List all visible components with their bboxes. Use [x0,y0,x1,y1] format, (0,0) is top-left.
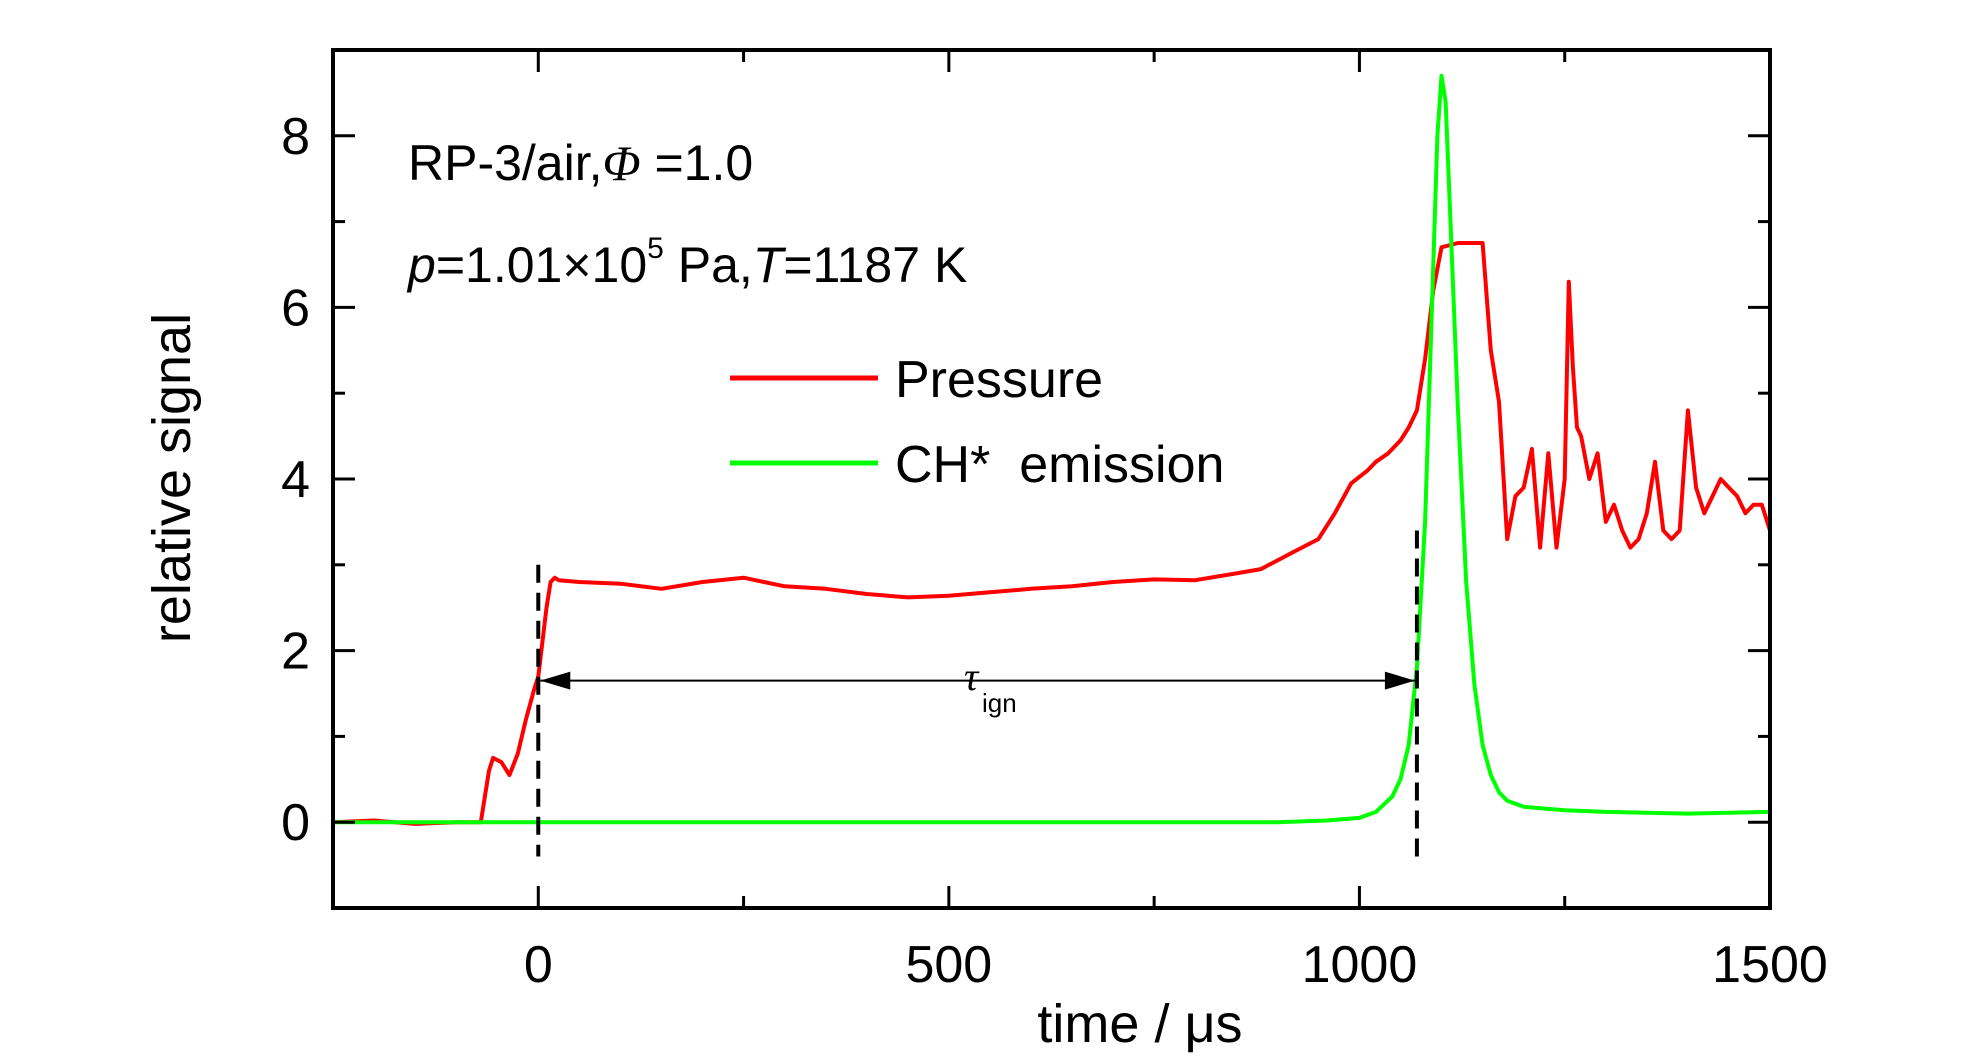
annotation-p: p [406,237,436,293]
legend-pressure-label: Pressure [895,351,1103,409]
annotation-mixture-b: =1.0 [641,135,754,191]
x-axis-title: time / μs [1037,994,1242,1054]
series-lines [332,73,1772,826]
series-line-pressure [332,241,1772,826]
tau-arrowhead-right [1384,671,1415,690]
x-tick-label: 1500 [1712,936,1828,994]
x-tick-label: 1000 [1302,936,1418,994]
y-tick-label: 0 [281,794,310,852]
tau-label: τ ign [964,654,1017,718]
tau-subscript: ign [982,688,1017,718]
annotation-exponent: 5 [647,232,664,265]
tau-symbol: τ [964,654,980,699]
x-tick-label: 0 [524,936,553,994]
tick-labels: 0 500 1000 1500 0 2 4 6 8 [281,108,1828,994]
y-tick-label: 4 [281,451,310,509]
legend-ch-label: CH* emission [895,436,1224,494]
x-tick-label: 500 [905,936,992,994]
annotation-mixture-a: RP-3/air, [408,135,603,191]
annotation-pressure-value: =1.01×10 [436,237,647,293]
series-line-ch-emission [333,73,1771,825]
y-axis-title: relative signal [142,313,202,643]
annotation-conditions: p=1.01×105 Pa,T=1187 K [406,232,967,293]
event-markers [536,530,1419,857]
y-tick-label: 8 [281,108,310,166]
tau-arrowhead-left [540,671,571,690]
annotation-temperature-value: =1187 K [783,237,967,293]
axis-ticks [331,48,1772,910]
annotation-phi: Φ [603,135,641,191]
y-tick-label: 2 [281,623,310,681]
annotation-pa: Pa, [664,237,753,293]
y-tick-label: 6 [281,279,310,337]
annotation-t: T [753,237,787,293]
annotation-mixture: RP-3/air,Φ =1.0 [408,135,753,191]
